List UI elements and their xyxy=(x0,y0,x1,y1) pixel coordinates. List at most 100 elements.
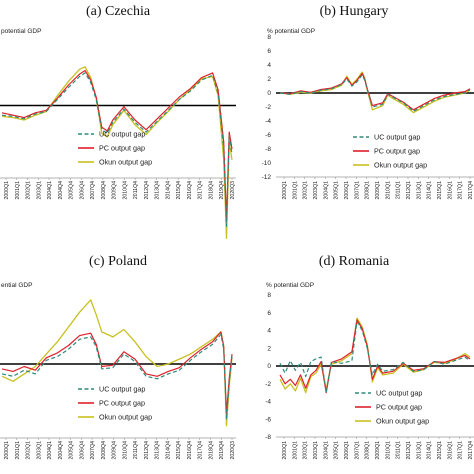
x-tick-label: 2017Q1 xyxy=(458,441,464,460)
x-tick-label: 2012Q4 xyxy=(144,441,150,460)
y-tick-label: 8 xyxy=(267,292,271,299)
legend: UC output gap PC output gap Okun output ga… xyxy=(78,130,152,167)
y-tick-label: 2 xyxy=(267,76,271,83)
x-tick-label: 2004Q1 xyxy=(323,181,329,200)
legend-label: PC output gap xyxy=(376,403,422,412)
x-tick-label: 2003Q1 xyxy=(313,181,319,200)
x-tick-label: 2009Q4 xyxy=(112,441,118,460)
x-tick-label: 2004Q4 xyxy=(58,181,64,200)
x-tick-label: 2018Q4 xyxy=(208,181,214,200)
x-tick-label: 2019Q4 xyxy=(219,181,225,200)
x-tick-label: 2005Q1 xyxy=(334,181,340,200)
x-tick-label: 2016Q1 xyxy=(447,181,453,200)
y-tick-label: 8 xyxy=(267,34,271,41)
x-tick-label: 2015Q1 xyxy=(437,181,443,200)
x-tick-label: 2005Q4 xyxy=(69,181,75,200)
x-tick-label: 2011Q4 xyxy=(133,181,139,199)
y-tick-label: -4 xyxy=(265,399,271,406)
legend: UC output gap PC output gap Okun output ga… xyxy=(353,133,427,170)
x-tick-label: 2000Q1 xyxy=(4,441,10,460)
x-tick-label: 2004Q1 xyxy=(47,181,53,200)
series-line-pc xyxy=(279,72,471,111)
x-tick-label: 2013Q1 xyxy=(416,441,422,460)
x-tick-label: 2014Q1 xyxy=(427,181,433,200)
x-tick-label: 2015Q4 xyxy=(176,441,182,460)
y-tick-label: -6 xyxy=(265,132,271,139)
panel-title: (b) Hungary xyxy=(320,4,389,19)
legend-label: Okun output gap xyxy=(376,417,429,426)
x-tick-label: 2020Q3 xyxy=(230,441,236,460)
x-tick-label: 2011Q4 xyxy=(133,441,139,459)
x-tick-label: 2007Q1 xyxy=(354,181,360,200)
y-tick-label: 4 xyxy=(267,328,271,335)
x-tick-label: 2008Q4 xyxy=(101,441,107,460)
chart-panel-1: (a) Czechia potential GDP 2000Q1 2001Q1 2002… xyxy=(0,4,236,240)
x-tick-label: 2000Q1 xyxy=(4,181,10,200)
x-tick-label: 2002Q1 xyxy=(26,441,32,460)
x-tick-label: 2011Q1 xyxy=(396,181,402,199)
x-tick-label: 2010Q1 xyxy=(385,181,391,200)
x-tick-label: 2007Q4 xyxy=(90,441,96,460)
legend-label: UC output gap xyxy=(99,130,145,139)
chart-panel-3: (c) Poland ential GDP 2000Q1 2001Q1 2002Q1 20… xyxy=(0,254,236,459)
x-tick-label: 2005Q1 xyxy=(334,441,340,460)
x-tick-label: 2006Q1 xyxy=(344,441,350,460)
x-tick-label: 2013Q4 xyxy=(155,181,161,200)
x-tick-label: 2008Q1 xyxy=(365,181,371,200)
series-line-uc xyxy=(1,333,233,421)
x-tick-label: 2006Q4 xyxy=(79,181,85,200)
x-tick-label: 2009Q1 xyxy=(375,181,381,200)
y-tick-label: -4 xyxy=(265,118,271,125)
x-tick-label: 2008Q4 xyxy=(101,181,107,200)
x-tick-label: 2007Q1 xyxy=(354,441,360,460)
x-tick-label: 2013Q4 xyxy=(155,441,161,460)
x-tick-label: 2005Q4 xyxy=(69,441,75,460)
x-tick-label: 2011Q1 xyxy=(396,441,402,459)
x-tick-label: 2012Q4 xyxy=(144,181,150,200)
x-tick-label: 2016Q1 xyxy=(447,441,453,460)
x-tick-label: 2003Q1 xyxy=(36,181,42,200)
x-tick-label: 2020Q3 xyxy=(230,181,236,200)
x-tick-label: 2017Q4 xyxy=(468,441,474,460)
y-tick-label: 0 xyxy=(267,90,271,97)
legend-label: Okun output gap xyxy=(99,413,152,422)
x-tick-label: 2006Q1 xyxy=(344,181,350,200)
y-axis-unit-label: potential GDP xyxy=(1,28,41,35)
x-tick-label: 2016Q4 xyxy=(187,181,193,200)
x-tick-label: 2015Q4 xyxy=(176,181,182,200)
x-tick-label: 2001Q1 xyxy=(15,441,21,460)
legend-label: PC output gap xyxy=(99,144,145,153)
y-tick-label: 0 xyxy=(267,363,271,370)
legend: UC output gap PC output gap Okun output ga… xyxy=(355,389,429,426)
y-tick-label: -8 xyxy=(265,434,271,441)
x-tick-label: 2014Q1 xyxy=(427,441,433,460)
y-tick-label: -12 xyxy=(262,174,272,181)
x-tick-label: 2003Q1 xyxy=(313,441,319,460)
x-tick-label: 2014Q4 xyxy=(165,181,171,200)
y-tick-label: -2 xyxy=(265,104,271,111)
x-tick-label: 2002Q1 xyxy=(303,181,309,200)
x-tick-label: 2004Q1 xyxy=(323,441,329,460)
series-line-uc xyxy=(1,72,233,227)
x-tick-label: 2004Q4 xyxy=(58,441,64,460)
series-line-uc xyxy=(279,321,471,394)
x-tick-label: 2001Q1 xyxy=(292,181,298,200)
panel-title: (d) Romania xyxy=(319,254,390,269)
y-tick-label: -10 xyxy=(262,160,272,167)
x-tick-label: 2019Q4 xyxy=(219,441,225,460)
series-line-uc xyxy=(279,74,471,112)
legend-label: UC output gap xyxy=(376,389,422,398)
x-tick-label: 2002Q1 xyxy=(26,181,32,200)
series-line-okun xyxy=(1,66,233,240)
x-tick-label: 2017Q4 xyxy=(468,181,474,200)
legend-label: UC output gap xyxy=(374,133,420,142)
legend-label: Okun output gap xyxy=(99,158,152,167)
x-tick-label: 2012Q1 xyxy=(406,181,412,200)
x-tick-label: 2002Q1 xyxy=(303,441,309,460)
y-axis-unit-label: ential GDP xyxy=(1,282,32,289)
x-tick-label: 2009Q1 xyxy=(375,441,381,460)
x-tick-label: 2001Q1 xyxy=(292,441,298,460)
legend-label: PC output gap xyxy=(374,147,420,156)
x-tick-label: 2010Q4 xyxy=(122,441,128,460)
